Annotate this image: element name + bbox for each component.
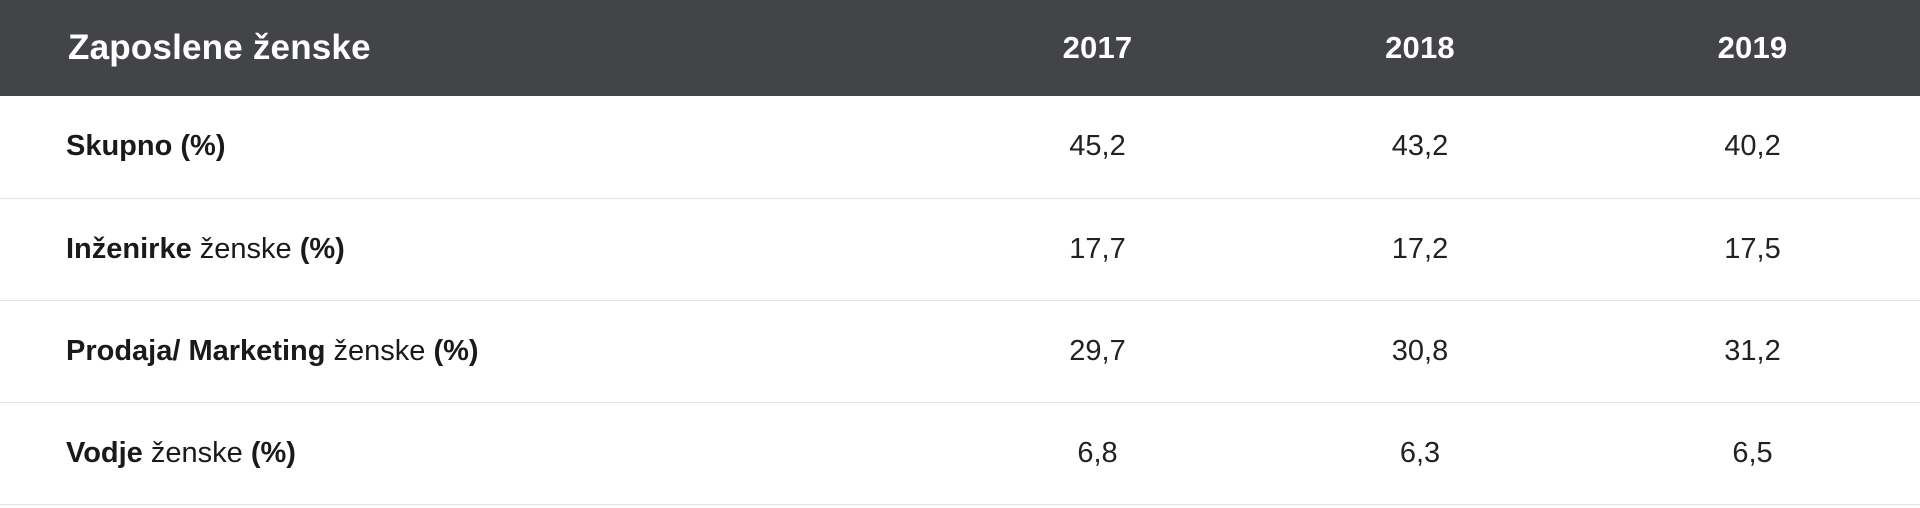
row-label: Vodje ženske (%): [0, 402, 940, 504]
cell-value: 17,7: [1069, 232, 1126, 265]
cell-value: 31,2: [1724, 334, 1781, 367]
header-year-2019: 2019: [1717, 30, 1788, 65]
cell-value: 6,8: [1077, 436, 1118, 469]
table-row: Inženirke ženske (%) 17,7 17,2 17,5: [0, 198, 1920, 300]
row-label: Prodaja/ Marketing ženske (%): [0, 300, 940, 402]
row-label-normal: ženske: [191, 232, 292, 265]
cell-value: 29,7: [1069, 334, 1126, 367]
row-label-unit: (%): [291, 232, 345, 265]
cell-value: 17,2: [1391, 232, 1449, 265]
row-label-bold: Skupno: [66, 130, 173, 163]
row-label-bold: Vodje: [66, 436, 143, 469]
cell-value: 6,3: [1399, 436, 1441, 469]
table-row: Skupno (%) 45,2 43,2 40,2: [0, 96, 1920, 198]
row-label: Skupno (%): [0, 96, 940, 198]
cell-value: 40,2: [1724, 130, 1781, 163]
row-label-bold: Inženirke: [66, 232, 192, 265]
row-label-unit: (%): [242, 436, 296, 469]
table-header-row: Zaposlene ženske 2017 2018 2019: [0, 0, 1920, 96]
cell-value: 45,2: [1069, 130, 1126, 163]
row-label-normal: ženske: [325, 334, 426, 367]
row-label-unit: (%): [172, 130, 226, 163]
header-year-2018: 2018: [1385, 30, 1455, 65]
header-year-2017: 2017: [1062, 30, 1133, 65]
table-row: Prodaja/ Marketing ženske (%) 29,7 30,8 …: [0, 300, 1920, 402]
cell-value: 17,5: [1724, 232, 1781, 265]
row-label: Inženirke ženske (%): [0, 198, 940, 300]
row-label-unit: (%): [425, 334, 479, 367]
cell-value: 43,2: [1391, 130, 1449, 163]
table-row: Vodje ženske (%) 6,8 6,3 6,5: [0, 402, 1920, 504]
cell-value: 6,5: [1732, 436, 1773, 469]
row-label-bold: Prodaja/ Marketing: [66, 334, 326, 367]
cell-value: 30,8: [1391, 334, 1449, 367]
row-label-normal: ženske: [142, 436, 243, 469]
header-label: Zaposlene ženske: [68, 28, 371, 67]
